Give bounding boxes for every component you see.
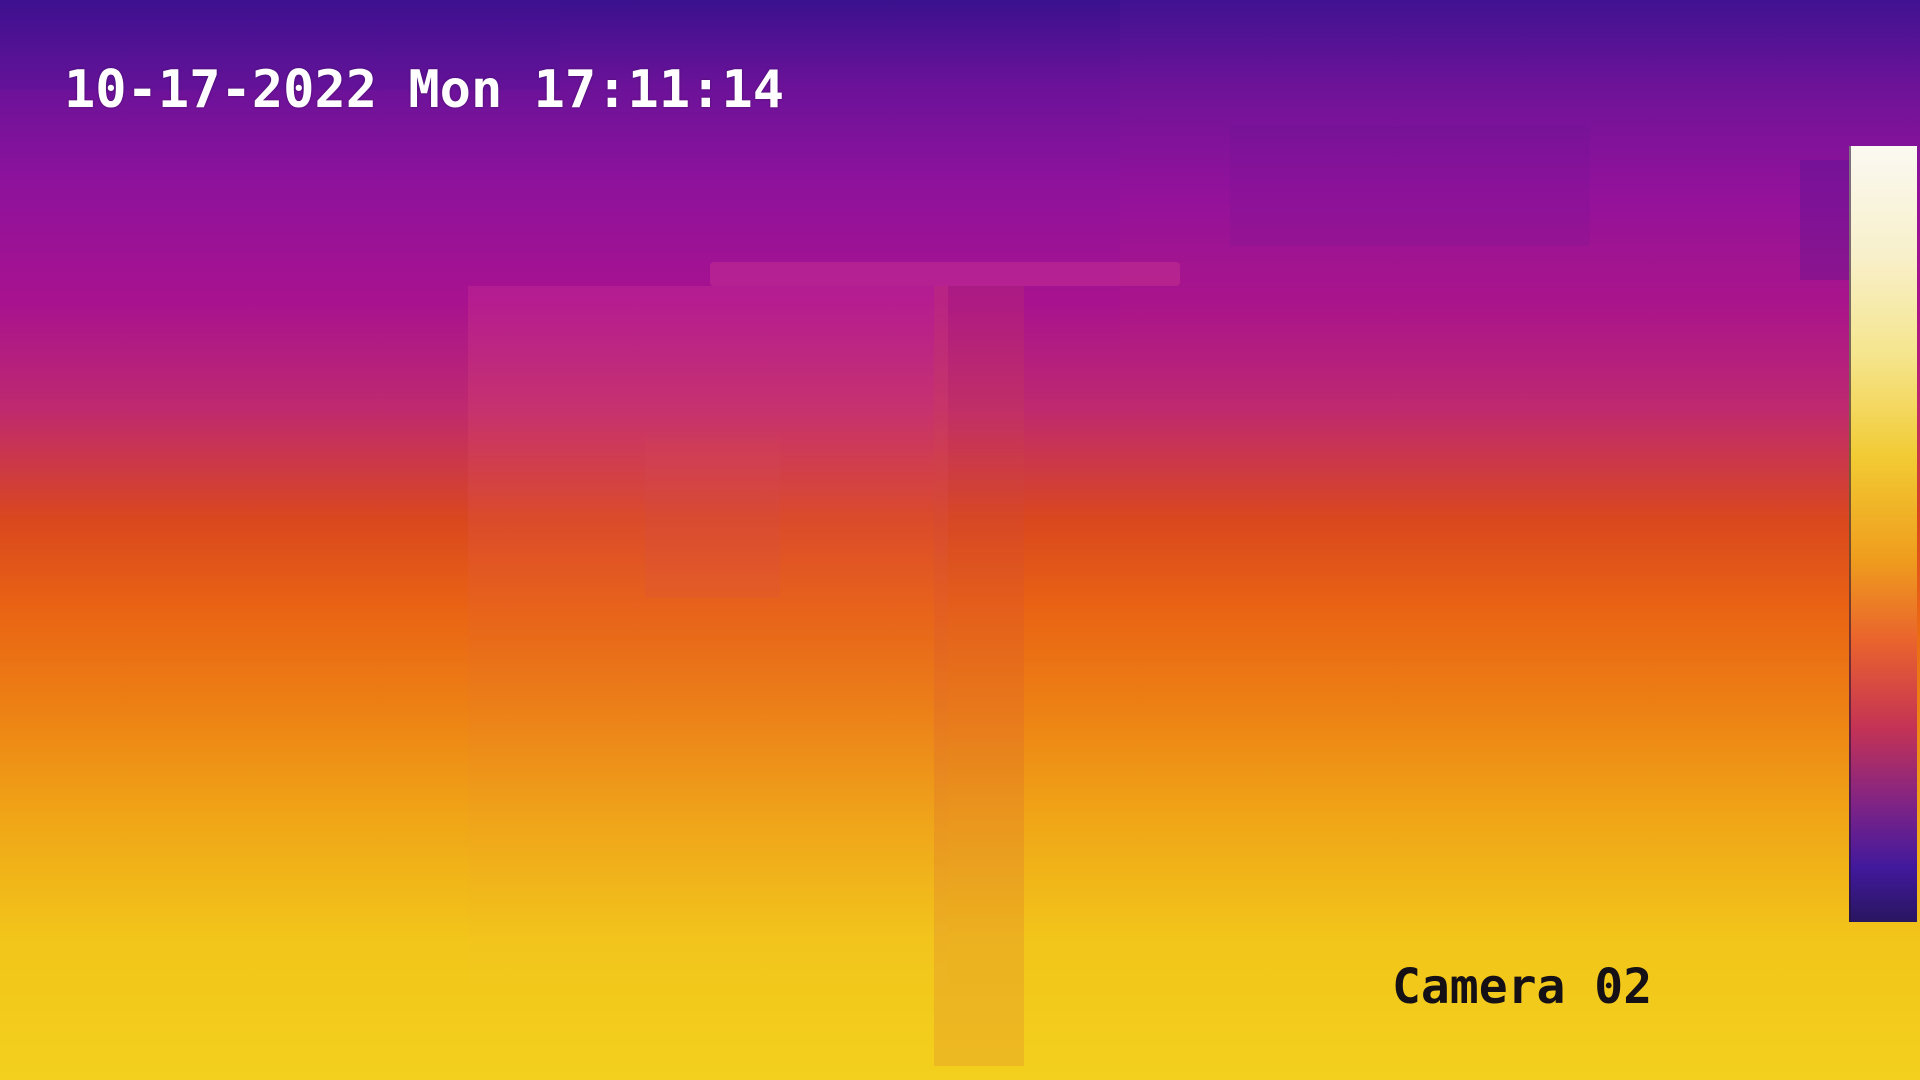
temperature-scale-bar	[1849, 146, 1917, 922]
timestamp-overlay: 10-17-2022 Mon 17:11:14	[64, 60, 785, 120]
ceiling-beam	[710, 262, 1180, 286]
camera-label: Camera 02	[1392, 959, 1653, 1015]
right-wall-panel	[1230, 126, 1590, 246]
left-thermal-pillar	[468, 286, 948, 986]
inner-window-shape	[645, 438, 780, 598]
upper-right-dark-area	[1120, 0, 1920, 360]
center-thermal-pillar	[934, 286, 1024, 1066]
right-edge-bracket	[1800, 160, 1852, 280]
